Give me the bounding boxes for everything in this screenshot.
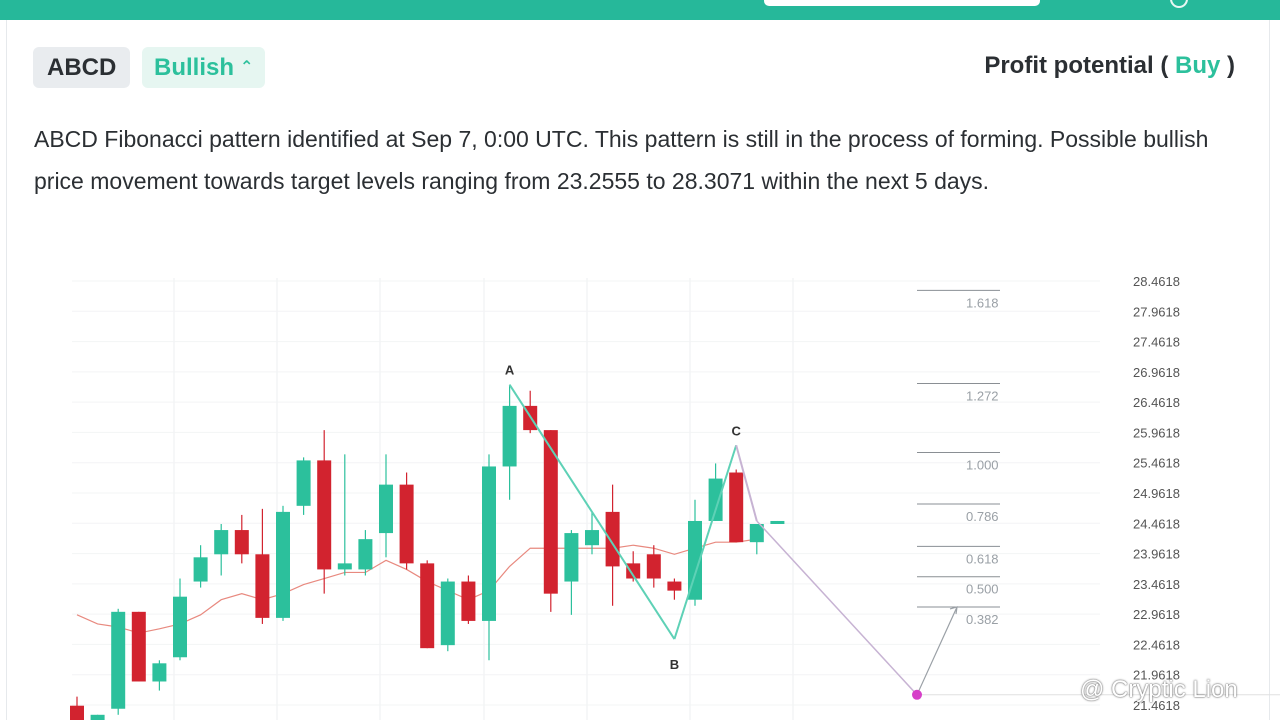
candle-bear: [667, 581, 682, 591]
candle-bull: [770, 520, 785, 525]
pattern-point-label: A: [505, 363, 515, 378]
candle-bear: [729, 472, 744, 543]
moving-average-line: [76, 538, 757, 634]
candle-bear: [131, 611, 146, 682]
y-tick-label: 25.9618: [1133, 425, 1180, 440]
candle-bear: [70, 705, 84, 720]
candle-bull: [379, 484, 393, 534]
y-tick-label: 28.4618: [1133, 274, 1180, 289]
candle-bear: [317, 460, 332, 570]
pattern-tag-label: ABCD: [47, 54, 117, 81]
candle-bear: [399, 484, 414, 564]
fib-level-label: 0.618: [966, 551, 999, 566]
profit-value: Buy: [1174, 52, 1221, 79]
candle-bear: [234, 530, 249, 555]
candle-bull: [440, 581, 455, 646]
candle-bull: [502, 405, 517, 467]
y-tick-label: 21.9618: [1133, 668, 1180, 683]
candle-bull: [708, 478, 723, 521]
direction-tag-label: Bullish: [154, 54, 235, 81]
y-tick-label: 22.4618: [1133, 637, 1180, 652]
candle-bear: [543, 430, 558, 594]
y-tick-label: 26.9618: [1133, 365, 1180, 380]
candle-bull: [193, 557, 208, 582]
candle-bull: [111, 611, 126, 709]
double-chevron-up-icon: ⌃: [240, 59, 254, 76]
pattern-leg-line: [508, 384, 676, 640]
candle-bull: [152, 663, 167, 682]
candle-bull: [564, 533, 579, 582]
candle-bull: [749, 524, 764, 543]
top-nav-bar: [0, 0, 1280, 20]
candle-bull: [276, 511, 290, 618]
fib-level-label: 0.500: [966, 582, 999, 597]
pattern-point-label: B: [670, 657, 679, 672]
y-tick-label: 22.9618: [1133, 607, 1180, 622]
fib-level-label: 1.000: [966, 458, 999, 473]
candle-bull: [358, 539, 373, 570]
pattern-description: ABCD Fibonacci pattern identified at Sep…: [34, 126, 1209, 194]
candle-bear: [255, 554, 270, 618]
candle-bear: [420, 563, 435, 649]
candle-bear: [626, 563, 641, 579]
candle-bull: [214, 530, 229, 555]
pattern-tag: ABCD: [33, 47, 131, 88]
y-tick-label: 25.4618: [1133, 456, 1180, 471]
y-tick-label: 24.4618: [1133, 516, 1180, 531]
profit-prefix: Profit potential (: [984, 52, 1169, 79]
candle-bear: [461, 581, 476, 621]
target-arrow-head: [949, 606, 958, 615]
fib-level-label: 1.272: [966, 388, 999, 403]
y-tick-label: 23.4618: [1133, 577, 1180, 592]
fib-level-label: 0.786: [966, 509, 999, 524]
y-tick-label: 21.4618: [1133, 698, 1180, 713]
candle-bull: [296, 460, 311, 506]
fib-level-label: 1.618: [966, 295, 999, 310]
candle-bull: [585, 530, 599, 546]
y-tick-label: 26.4618: [1133, 395, 1180, 410]
y-tick-label: 23.9618: [1133, 547, 1180, 562]
candle-bull: [337, 563, 352, 570]
candle-bull: [90, 714, 105, 720]
candle-bear: [646, 554, 661, 579]
target-arrow-line: [916, 606, 958, 696]
fib-level-label: 0.382: [966, 612, 999, 627]
pattern-leg-line: [735, 444, 758, 522]
y-tick-label: 27.4618: [1133, 335, 1180, 350]
search-input[interactable]: [764, 0, 1040, 6]
projection-line: [756, 520, 918, 696]
candle-bear: [605, 511, 620, 567]
point-d-marker: [912, 689, 922, 700]
y-tick-label: 24.9618: [1133, 486, 1180, 501]
watermark: @ Cryptic Lion: [1080, 676, 1238, 703]
pattern-point-label: C: [732, 423, 742, 438]
candle-bull: [688, 520, 702, 600]
pattern-leg-line: [673, 444, 738, 640]
direction-tag: Bullish ⌃: [142, 47, 266, 88]
profit-potential: Profit potential ( Buy ): [984, 52, 1235, 80]
candle-bull: [482, 466, 496, 621]
profit-suffix: ): [1227, 52, 1235, 79]
candle-bull: [173, 596, 187, 658]
y-tick-label: 27.9618: [1133, 304, 1180, 319]
